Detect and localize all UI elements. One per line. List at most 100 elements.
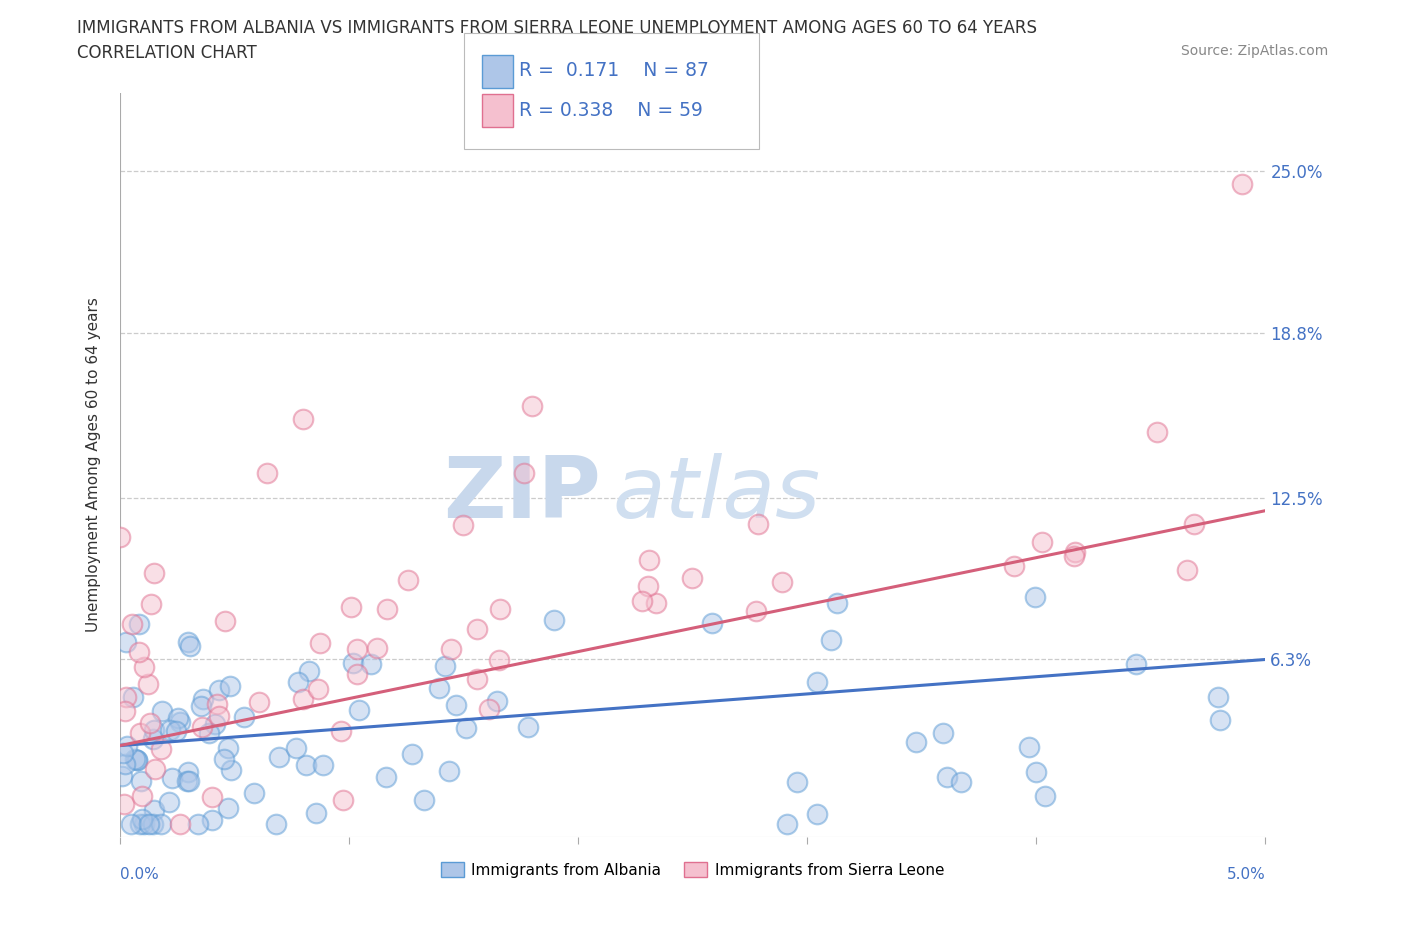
Point — [1208, 690, 1230, 705]
Point — [308, 636, 330, 651]
Point — [1182, 516, 1205, 531]
Point — [208, 709, 231, 724]
Point — [465, 671, 488, 686]
Point — [167, 711, 190, 725]
Point — [112, 796, 135, 811]
Point — [291, 412, 314, 427]
Point — [143, 723, 166, 737]
Point — [128, 644, 150, 659]
Point — [212, 752, 235, 767]
Point — [770, 575, 793, 590]
Point — [346, 667, 368, 682]
Point — [329, 724, 352, 738]
Point — [1064, 544, 1087, 559]
Y-axis label: Unemployment Among Ages 60 to 64 years: Unemployment Among Ages 60 to 64 years — [86, 298, 101, 632]
Point — [427, 680, 450, 695]
Point — [434, 658, 457, 673]
Text: CORRELATION CHART: CORRELATION CHART — [77, 44, 257, 61]
Point — [332, 792, 354, 807]
Point — [950, 775, 973, 790]
Point — [233, 710, 256, 724]
Point — [825, 595, 848, 610]
Point — [681, 571, 703, 586]
Point — [169, 714, 191, 729]
Point — [932, 725, 955, 740]
Point — [631, 593, 654, 608]
Point — [124, 752, 146, 767]
Point — [127, 752, 149, 767]
Point — [198, 725, 221, 740]
Point — [138, 817, 160, 831]
Point — [243, 785, 266, 800]
Text: ZIP: ZIP — [443, 453, 600, 537]
Point — [454, 721, 477, 736]
Point — [247, 694, 270, 709]
Text: 0.0%: 0.0% — [120, 867, 159, 882]
Point — [786, 775, 808, 790]
Point — [190, 698, 212, 713]
Point — [120, 817, 142, 831]
Point — [440, 642, 463, 657]
Point — [217, 741, 239, 756]
Point — [375, 602, 398, 617]
Point — [201, 813, 224, 828]
Point — [349, 702, 371, 717]
Point — [291, 692, 314, 707]
Point — [307, 682, 329, 697]
Point — [142, 732, 165, 747]
Point — [115, 635, 138, 650]
Point — [114, 757, 136, 772]
Point — [700, 616, 723, 631]
Point — [806, 675, 828, 690]
Point — [451, 517, 474, 532]
Point — [132, 817, 155, 831]
Point — [488, 602, 510, 617]
Text: IMMIGRANTS FROM ALBANIA VS IMMIGRANTS FROM SIERRA LEONE UNEMPLOYMENT AMONG AGES : IMMIGRANTS FROM ALBANIA VS IMMIGRANTS FR… — [77, 19, 1038, 36]
Text: R = 0.338    N = 59: R = 0.338 N = 59 — [519, 101, 703, 120]
Point — [543, 613, 565, 628]
Point — [638, 552, 661, 567]
Point — [204, 717, 226, 732]
Point — [179, 639, 201, 654]
Point — [114, 704, 136, 719]
Point — [266, 817, 288, 831]
Point — [1208, 712, 1230, 727]
Point — [160, 771, 183, 786]
Point — [190, 719, 212, 734]
Point — [142, 817, 165, 831]
Point — [187, 817, 209, 831]
Point — [152, 703, 174, 718]
Point — [131, 812, 153, 827]
Point — [1146, 424, 1168, 439]
Point — [1125, 657, 1147, 671]
Point — [820, 632, 842, 647]
Point — [114, 689, 136, 704]
Point — [122, 689, 145, 704]
Point — [486, 693, 509, 708]
Point — [201, 790, 224, 804]
Text: R =  0.171    N = 87: R = 0.171 N = 87 — [519, 61, 709, 80]
Point — [312, 758, 335, 773]
Point — [294, 758, 316, 773]
Point — [121, 617, 143, 631]
Point — [111, 768, 134, 783]
Point — [904, 735, 927, 750]
Point — [446, 698, 468, 712]
Point — [745, 604, 768, 618]
Point — [108, 529, 131, 544]
Point — [219, 763, 242, 777]
Text: atlas: atlas — [612, 453, 820, 537]
Point — [112, 746, 135, 761]
Point — [139, 596, 162, 611]
Point — [128, 617, 150, 631]
Point — [513, 466, 536, 481]
Point — [129, 774, 152, 789]
Text: Source: ZipAtlas.com: Source: ZipAtlas.com — [1181, 44, 1329, 58]
Point — [401, 747, 423, 762]
Point — [287, 675, 309, 690]
Point — [374, 770, 396, 785]
Point — [644, 595, 666, 610]
Point — [214, 614, 236, 629]
Point — [177, 635, 200, 650]
Point — [478, 701, 501, 716]
